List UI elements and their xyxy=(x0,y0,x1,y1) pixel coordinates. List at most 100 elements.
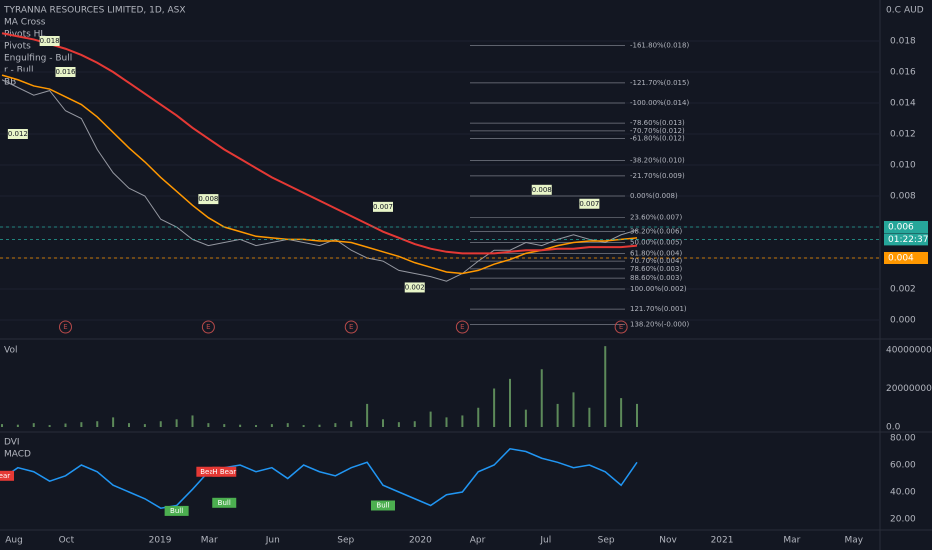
time-label: Aug xyxy=(5,536,23,546)
badge-label: 0.006 xyxy=(888,223,914,233)
volume-bar xyxy=(96,421,99,427)
fib-label: -38.20%(0.010) xyxy=(630,156,685,164)
pivot-label: 0.007 xyxy=(579,200,599,208)
indicator-name: MA Cross xyxy=(4,18,46,28)
pivot-label: 0.012 xyxy=(8,130,28,138)
fib-label: 78.60%(0.003) xyxy=(630,265,682,273)
earnings-label: E xyxy=(619,323,623,331)
price-line xyxy=(1,79,638,282)
signal-label: H Bear xyxy=(212,468,236,476)
price-tick-label: 0.002 xyxy=(890,285,916,295)
earnings-label: E xyxy=(206,323,210,331)
badge xyxy=(884,252,928,264)
earnings-marker xyxy=(455,320,469,334)
time-label: Apr xyxy=(470,536,486,546)
time-label: Mar xyxy=(783,536,800,546)
pivot-box xyxy=(55,67,76,77)
dvi-tick-label: 80.00 xyxy=(890,434,916,444)
time-label: 2020 xyxy=(409,536,432,546)
volume-tick-label: 0.0 xyxy=(886,423,901,433)
volume-bar xyxy=(64,423,67,427)
volume-bar xyxy=(32,423,35,427)
pane-label: DVI xyxy=(4,438,20,448)
earnings-label: E xyxy=(63,323,67,331)
pane-label: Vol xyxy=(4,346,17,356)
dvi-line xyxy=(1,447,638,509)
price-tick-label: 0.008 xyxy=(890,192,916,202)
fib-label: 50.00%(0.005) xyxy=(630,239,682,247)
pivot-label: 0.007 xyxy=(373,203,393,211)
pivot-box xyxy=(404,282,425,293)
signal-box xyxy=(0,470,14,481)
signal-box xyxy=(212,466,237,477)
time-label: Jun xyxy=(265,536,280,546)
volume-bar xyxy=(445,417,448,427)
volume-bar xyxy=(143,424,146,427)
volume-bar xyxy=(461,415,464,427)
title: TYRANNA RESOURCES LIMITED, 1D, ASX xyxy=(3,6,186,16)
volume-bar xyxy=(159,421,162,427)
volume-bar xyxy=(270,424,273,427)
pivot-box xyxy=(7,129,28,139)
pivot-box xyxy=(39,36,60,46)
signal-box xyxy=(164,505,189,516)
signal-label: Bull xyxy=(218,499,231,507)
volume-bar xyxy=(128,423,130,427)
indicator-name: r - Bull xyxy=(4,66,34,76)
badge xyxy=(884,233,928,246)
volume-bar xyxy=(620,398,623,427)
price-tick-label: 0.014 xyxy=(890,99,916,109)
fib-label: -100.00%(0.014) xyxy=(630,99,689,107)
volume-bar xyxy=(80,422,83,427)
volume-bar xyxy=(477,407,480,427)
volume-bar xyxy=(366,403,369,427)
fib-label: 70.70%(0.004) xyxy=(630,257,682,265)
fib-label: -21.70%(0.009) xyxy=(630,172,685,180)
time-label: Jul xyxy=(539,536,551,546)
earnings-marker xyxy=(201,320,215,334)
signal-label: Bull xyxy=(170,507,183,515)
fib-label: 100.00%(0.002) xyxy=(630,285,687,293)
indicator-name: BB xyxy=(4,78,16,88)
volume-bar xyxy=(509,378,511,427)
volume-bar xyxy=(334,423,337,427)
pivot-label: 0.002 xyxy=(405,283,425,291)
signal-label: Bull xyxy=(376,502,389,510)
volume-bar xyxy=(207,423,210,427)
price-tick-label: 0.018 xyxy=(890,37,916,47)
signal-box xyxy=(212,497,237,508)
badge-label: 01:22:37 xyxy=(888,235,928,245)
volume-bar xyxy=(318,424,321,427)
earnings-marker xyxy=(344,320,358,334)
fib-label: 23.60%(0.007) xyxy=(630,214,682,222)
time-label: Sep xyxy=(337,536,354,546)
volume-bar xyxy=(286,423,289,427)
price-tick-label: 0.010 xyxy=(890,161,916,171)
fib-label: 88.60%(0.003) xyxy=(630,274,682,282)
signal-label: Bear xyxy=(0,472,10,480)
time-label: Oct xyxy=(59,536,75,546)
fib-label: 138.20%(-0.000) xyxy=(630,321,689,329)
volume-bar xyxy=(636,403,638,427)
dvi-tick-label: 60.00 xyxy=(890,461,916,471)
earnings-marker xyxy=(614,320,628,334)
volume-bar xyxy=(48,425,51,427)
ma-fast-line xyxy=(1,74,638,275)
pivot-box xyxy=(531,184,552,195)
price-tick-label: 0.012 xyxy=(890,130,916,140)
volume-bar xyxy=(556,403,559,427)
indicator-name: Engulfing - Bull xyxy=(4,54,72,64)
volume-bar xyxy=(493,388,496,427)
signal-box xyxy=(196,466,221,477)
signal-box xyxy=(371,500,395,511)
pivot-label: 0.018 xyxy=(40,37,60,45)
volume-bar xyxy=(429,411,432,427)
fib-label: 0.00%(0.008) xyxy=(630,192,678,200)
volume-bar xyxy=(223,424,226,427)
price-tick-label: 0.016 xyxy=(890,68,916,78)
time-label: Nov xyxy=(659,536,677,546)
indicator-name: Pivots HL xyxy=(4,30,45,40)
earnings-marker xyxy=(59,320,72,334)
